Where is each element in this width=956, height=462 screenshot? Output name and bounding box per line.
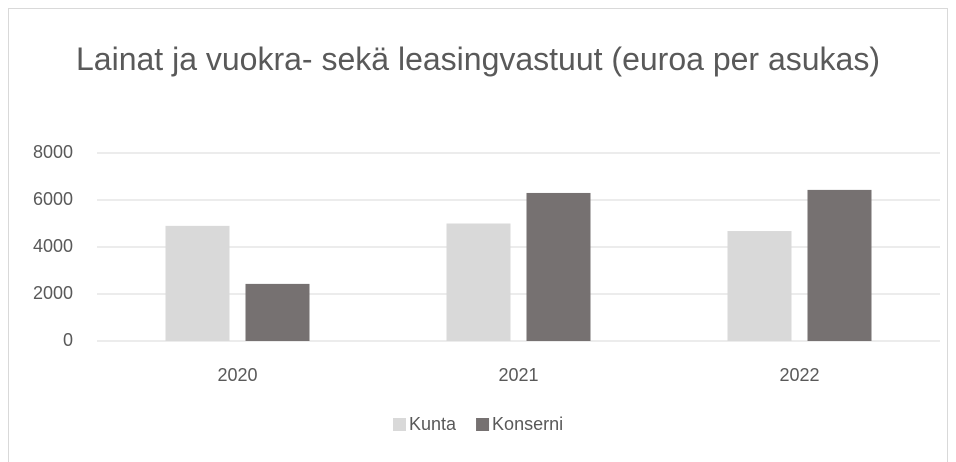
y-tick-label: 4000 — [33, 236, 73, 256]
bar — [526, 192, 591, 341]
legend-label: Kunta — [409, 414, 457, 434]
x-tick-label: 2022 — [779, 365, 819, 385]
bar — [446, 223, 511, 341]
legend-swatch — [393, 418, 406, 431]
chart-border — [8, 8, 948, 462]
x-tick-label: 2020 — [217, 365, 257, 385]
chart-title: Lainat ja vuokra- sekä leasingvastuut (e… — [76, 41, 880, 77]
bar — [807, 189, 872, 341]
bar — [165, 225, 230, 341]
bar — [245, 283, 310, 341]
y-tick-label: 8000 — [33, 142, 73, 162]
legend-label: Konserni — [492, 414, 563, 434]
y-tick-label: 2000 — [33, 283, 73, 303]
y-tick-label: 0 — [63, 330, 73, 350]
y-tick-label: 6000 — [33, 189, 73, 209]
legend-swatch — [476, 418, 490, 431]
x-tick-label: 2021 — [498, 365, 538, 385]
bar — [727, 231, 792, 341]
